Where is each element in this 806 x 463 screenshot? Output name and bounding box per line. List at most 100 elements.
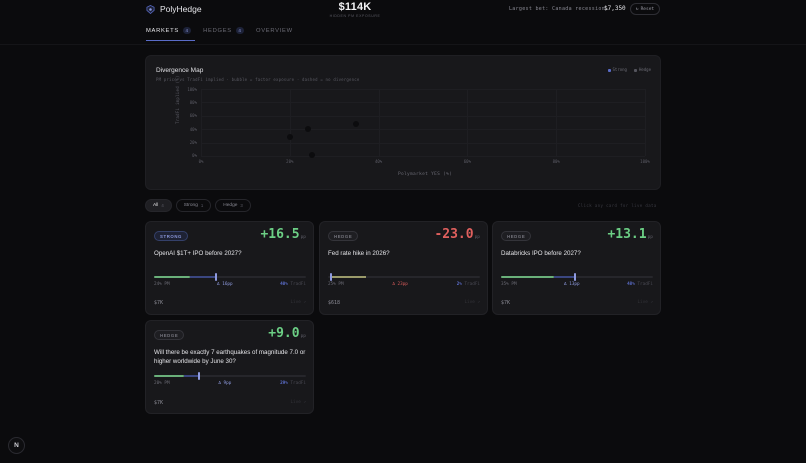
divergence-value: +16.5 pp xyxy=(260,227,306,242)
card-footer: $7K Live ↗ xyxy=(501,300,653,306)
y-tick: 80% xyxy=(189,100,197,105)
bubble-openai[interactable] xyxy=(304,126,311,133)
map-title: Divergence Map xyxy=(156,67,204,74)
pm-price: 24% PM xyxy=(154,282,170,287)
delta-icon: Δ xyxy=(564,282,567,287)
reset-button[interactable]: ↻ Reset xyxy=(630,3,660,15)
legend-label: Strong xyxy=(612,67,627,72)
bubble-earthquakes[interactable] xyxy=(286,133,293,140)
market-card-fed-rate[interactable]: HEDGE -23.0 pp Fed rate hike in 2026? 25%… xyxy=(319,221,488,315)
live-link[interactable]: Live ↗ xyxy=(290,300,306,305)
tab-badge: 4 xyxy=(235,27,245,34)
n-logo-icon: N xyxy=(14,442,19,449)
tradfi-marker xyxy=(198,372,201,380)
pm-price: 20% PM xyxy=(154,381,170,386)
legend-item-strong: Strong xyxy=(607,67,627,72)
filter-hedge[interactable]: Hedge 3 xyxy=(215,199,251,212)
brand[interactable]: PolyHedge xyxy=(146,4,202,14)
exposure-amount: $7K xyxy=(154,300,164,306)
delta-icon: Δ xyxy=(217,282,220,287)
x-tick: 40% xyxy=(374,159,383,164)
tab-markets[interactable]: MARKETS 4 xyxy=(146,27,196,41)
delta-icon: Δ xyxy=(218,381,221,386)
filter-chips: All 4 Strong 1 Hedge 3 xyxy=(145,199,251,212)
divergence-unit: pp xyxy=(300,235,306,240)
exposure-amount: $7K xyxy=(501,300,511,306)
tab-label: OVERVIEW xyxy=(256,27,293,34)
tab-hedges[interactable]: HEDGES 4 xyxy=(203,27,245,38)
brand-name: PolyHedge xyxy=(160,4,202,14)
x-tick: 100% xyxy=(640,159,650,164)
gap-fill xyxy=(331,276,366,278)
divergence-unit: pp xyxy=(300,334,306,339)
delta-label: Δ 23pp xyxy=(392,282,408,287)
tab-label: HEDGES xyxy=(203,27,232,34)
legend-item-hedge: Hedge xyxy=(633,67,651,72)
delta-label: Δ 9pp xyxy=(218,381,232,386)
main-tabs: MARKETS 4 HEDGES 4 OVERVIEW xyxy=(146,27,293,41)
market-card-openai[interactable]: STRONG +16.5 pp OpenAI $1T+ IPO before 20… xyxy=(145,221,314,315)
largest-bet-label: Largest bet: Canada recession… xyxy=(509,6,609,12)
gridline xyxy=(201,115,645,117)
live-link[interactable]: Live ↗ xyxy=(464,300,480,305)
chip-label: Strong xyxy=(183,203,198,208)
legend-label: Hedge xyxy=(638,67,651,72)
gridline xyxy=(201,129,645,131)
filter-all[interactable]: All 4 xyxy=(145,199,172,212)
exposure-value: $114K xyxy=(338,1,372,13)
divergence-value: -23.0 pp xyxy=(434,227,480,242)
divergence-map-panel: Divergence Map PM price vs TradFi implie… xyxy=(145,55,661,190)
price-labels: 35% PM Δ 13pp 48% TradFi xyxy=(501,282,653,287)
map-subtitle: PM price vs TradFi implied · bubble = fa… xyxy=(156,77,360,82)
y-tick: 40% xyxy=(189,127,197,132)
x-tick: 80% xyxy=(552,159,560,164)
bubble-fed-rate[interactable] xyxy=(309,151,315,158)
pm-fill xyxy=(154,375,185,377)
x-tick: 60% xyxy=(463,159,472,164)
gridline xyxy=(467,89,469,156)
divergence-bar xyxy=(501,273,653,281)
market-question: Will there be exactly 7 earthquakes of m… xyxy=(154,349,306,365)
reset-label: Reset xyxy=(640,6,655,12)
tradfi-price: 48% TradFi xyxy=(627,282,653,287)
filter-strong[interactable]: Strong 1 xyxy=(175,199,212,212)
tradfi-price: 40% TradFi xyxy=(280,282,306,287)
x-axis-label: Polymarket YES (%) xyxy=(398,172,453,177)
hint-text: Click any card for live data xyxy=(578,203,657,208)
gridline xyxy=(201,89,202,156)
bubble-databricks[interactable] xyxy=(353,120,360,127)
gap-fill xyxy=(190,276,215,278)
x-tick: 20% xyxy=(286,159,294,164)
price-labels: 25% PM Δ 23pp 2% TradFi xyxy=(328,282,480,287)
pm-price: 35% PM xyxy=(501,282,517,287)
pm-price: 25% PM xyxy=(328,282,344,287)
delta-label: Δ 16pp xyxy=(217,282,233,287)
market-question: Databricks IPO before 2027? xyxy=(501,250,581,257)
tab-overview[interactable]: OVERVIEW xyxy=(256,27,293,38)
y-tick: 100% xyxy=(187,87,197,92)
gridline xyxy=(645,89,646,156)
header-divider xyxy=(0,44,806,45)
tradfi-price: 29% TradFi xyxy=(280,381,306,386)
divergence-unit: pp xyxy=(474,235,480,240)
market-card-databricks[interactable]: HEDGE +13.1 pp Databricks IPO before 2027… xyxy=(492,221,661,315)
y-tick: 20% xyxy=(189,140,197,145)
legend-swatch xyxy=(607,68,611,72)
corner-n-button[interactable]: N xyxy=(8,437,25,454)
tab-badge: 4 xyxy=(182,27,192,34)
legend-swatch xyxy=(633,68,637,72)
pm-fill xyxy=(501,276,555,278)
map-legend: Strong Hedge xyxy=(607,67,651,72)
live-link[interactable]: Live ↗ xyxy=(290,400,306,405)
y-tick: 60% xyxy=(189,113,197,118)
gridline xyxy=(201,156,645,157)
card-tag: HEDGE xyxy=(328,231,359,241)
live-link[interactable]: Live ↗ xyxy=(637,300,653,305)
x-tick: 0% xyxy=(198,159,204,164)
price-labels: 24% PM Δ 16pp 40% TradFi xyxy=(154,282,306,287)
market-card-earthquakes[interactable]: HEDGE +9.0 pp Will there be exactly 7 ear… xyxy=(145,320,314,414)
refresh-icon: ↻ xyxy=(635,6,639,12)
chip-label: Hedge xyxy=(223,203,238,208)
largest-bet-amount: $7,350 xyxy=(604,5,626,12)
top-bar: PolyHedge $114K HIDDEN PM EXPOSURE Large… xyxy=(0,0,806,22)
